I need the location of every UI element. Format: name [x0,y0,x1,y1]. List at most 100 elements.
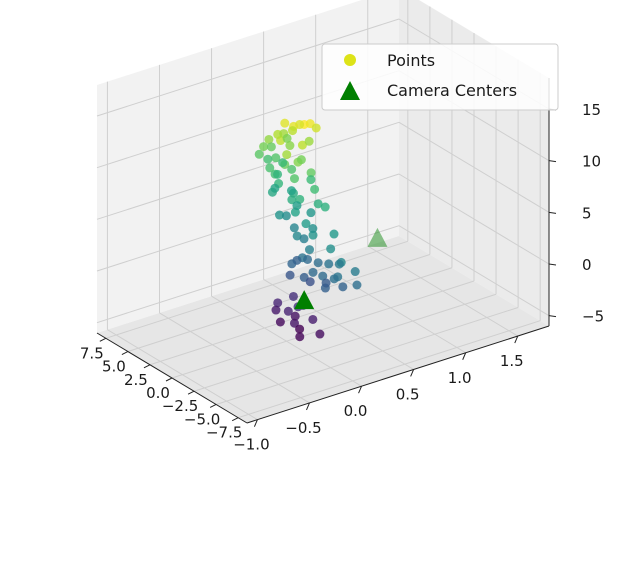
y-tick-mark [514,335,519,344]
point-marker [282,150,292,160]
x-tick-mark [121,351,129,355]
camera-center-marker [367,227,388,247]
point-marker [259,142,269,152]
x-tick-mark [209,404,217,408]
z-tick-mark [548,211,557,214]
y-tick-mark [358,386,363,394]
point-marker [326,244,336,254]
point-marker [273,298,283,308]
x-tick-label: 5.0 [102,358,126,376]
point-marker [308,230,318,240]
point-marker [304,136,314,146]
axis-ticks: −7.5−5.0−2.50.02.55.07.5−1.0−0.50.00.51.… [80,101,604,454]
x-tick-label: −2.5 [162,397,198,415]
point-marker [313,199,323,209]
y-tick-label: 0.0 [344,402,368,420]
grid-line [105,240,408,339]
point-marker [308,267,318,277]
y-tick-label: −1.0 [233,436,269,454]
point-marker [289,318,299,328]
y-tick-label: 1.0 [448,369,472,387]
point-marker [289,223,299,233]
x-tick-mark [99,337,107,342]
point-marker [313,258,323,268]
grid-line [238,320,541,419]
x-tick-label: −7.5 [206,424,242,442]
legend: Points Camera Centers [321,43,559,111]
z-tick-label: −5 [582,308,604,326]
x-tick-label: 7.5 [80,344,104,362]
z-tick-mark [548,315,557,318]
point-marker [318,271,328,281]
point-marker [285,270,295,280]
point-marker [308,314,318,324]
point-marker [296,155,306,165]
point-marker [295,120,305,130]
point-marker [315,329,325,339]
grid-line [398,173,550,265]
y-tick-label: 1.5 [500,352,524,370]
grid-line [398,225,550,317]
point-marker [264,134,274,144]
x-tick-mark [231,417,239,422]
point-marker [306,175,316,185]
grid-line [96,225,400,324]
point-marker [308,224,318,234]
point-marker [283,306,293,316]
x-tick-mark [165,377,173,382]
point-marker [334,259,344,269]
point-marker [274,210,284,220]
point-marker [352,280,362,290]
grid-line [96,18,400,117]
point-marker [306,168,316,178]
point-marker [311,123,321,133]
y-tick-label: −0.5 [285,419,321,437]
point-marker [289,174,299,184]
y-tick-mark [410,369,415,377]
point-marker [290,311,300,321]
camera-center-marker [294,290,315,310]
grid-line [263,279,414,370]
point-marker [329,229,339,239]
point-marker [292,231,302,241]
point-marker [299,234,309,244]
x-tick-mark [187,390,195,395]
y-tick-mark [306,402,310,411]
point-marker [281,211,291,221]
point-marker [295,324,305,334]
point-marker [324,259,334,269]
point-marker [278,158,288,168]
y-axis-line [246,325,550,424]
grid-line [211,295,362,387]
data-points [254,118,388,342]
point-marker [273,169,283,179]
x-tick-mark [143,364,151,369]
point-marker [295,332,305,342]
y-tick-label: 0.5 [396,385,420,403]
point-marker [287,164,297,174]
point-marker [297,140,307,150]
legend-points-marker [344,54,356,66]
grid-line [398,121,550,213]
x-tick-label: 0.0 [146,384,170,402]
legend-box [321,43,559,111]
point-marker [292,201,302,211]
grid-line [149,267,453,366]
grid-line [215,306,519,405]
point-marker [286,186,296,196]
y-tick-mark [253,419,258,427]
z-tick-label: 5 [582,204,592,222]
z-tick-label: 10 [582,153,601,171]
point-marker [310,184,320,194]
legend-points-label: Points [387,51,435,70]
point-marker [320,202,330,212]
legend-camera-label: Camera Centers [387,81,517,100]
point-marker [271,305,281,315]
grid-line [96,121,400,220]
point-marker [350,267,360,277]
point-marker [288,291,298,301]
point-marker [303,254,313,264]
legend-camera-marker [340,81,360,100]
point-marker [329,274,339,284]
